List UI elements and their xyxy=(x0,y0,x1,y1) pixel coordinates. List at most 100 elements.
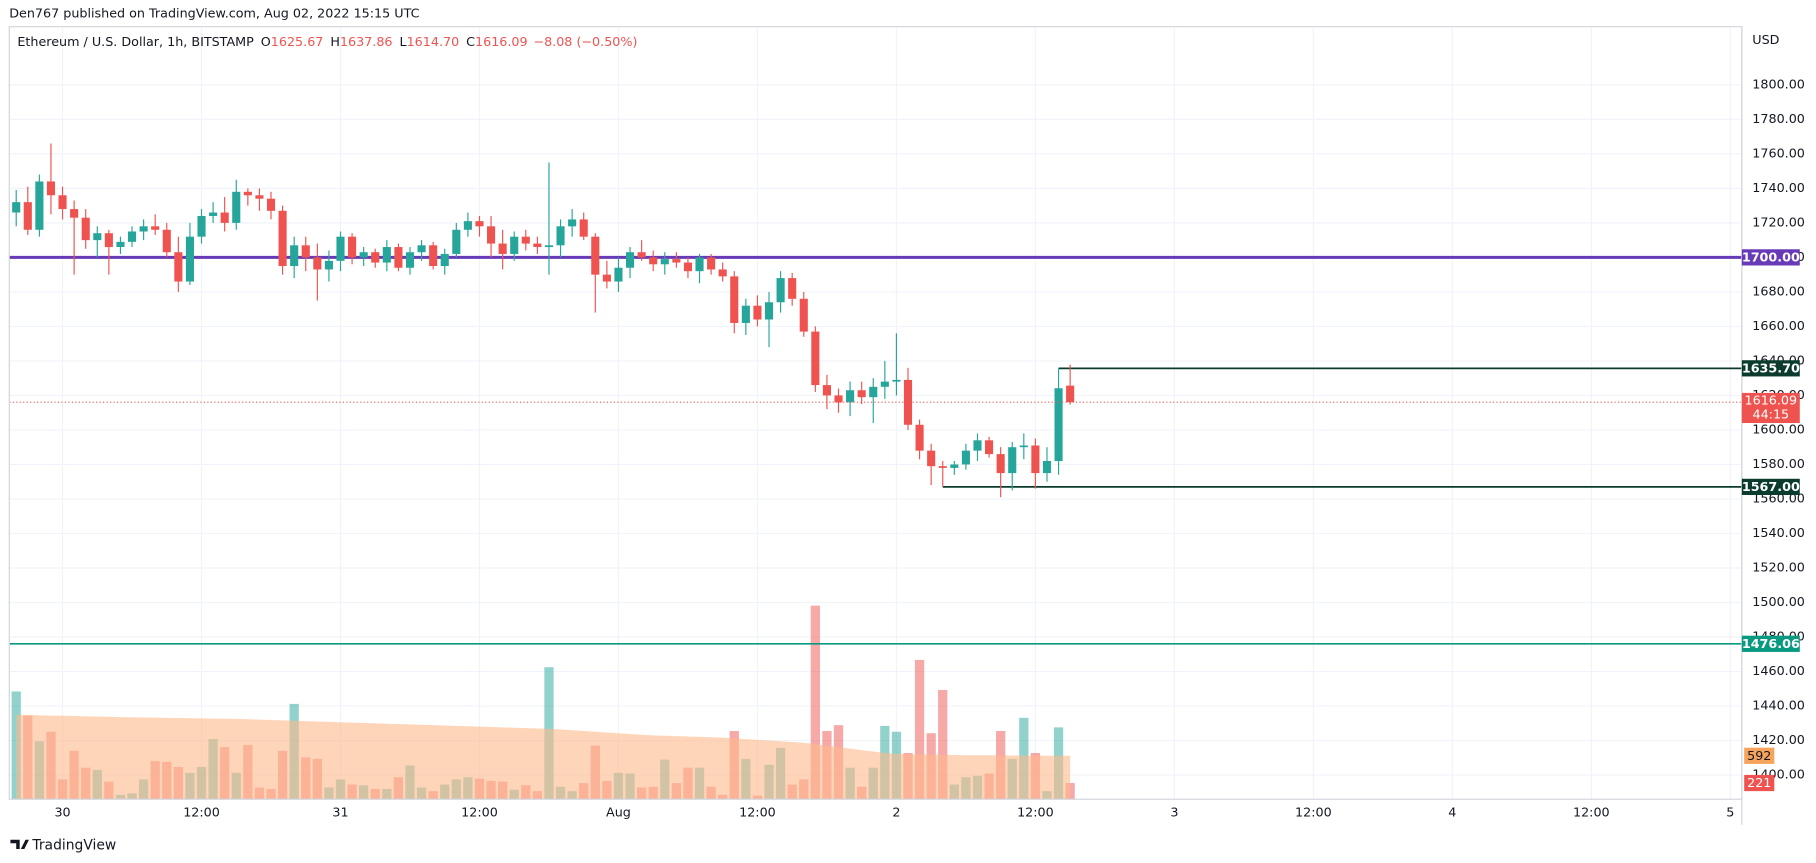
candle-body xyxy=(266,198,276,211)
legend-value: 1614.70 xyxy=(407,34,460,49)
candle-body xyxy=(127,231,137,242)
candle-body xyxy=(1066,385,1075,403)
candle-body xyxy=(290,245,299,267)
candle-body xyxy=(23,202,32,230)
candle-body xyxy=(1042,461,1052,474)
candle-body xyxy=(660,259,669,265)
candle-body xyxy=(348,236,357,258)
x-tick-label: 12:00 xyxy=(1017,806,1054,821)
candle-body xyxy=(857,390,866,398)
candle-body xyxy=(243,191,252,196)
level-label-box xyxy=(1741,478,1800,495)
candle-body xyxy=(70,209,79,218)
logo: TradingView xyxy=(10,838,116,854)
x-tick-label: 3 xyxy=(1170,806,1178,821)
candle-body xyxy=(93,233,102,241)
candle-body xyxy=(116,241,125,248)
candle-body xyxy=(602,274,611,282)
candle-body xyxy=(985,440,994,455)
candle-body xyxy=(104,233,113,248)
x-tick-label: 12:00 xyxy=(739,806,776,821)
volume-bar xyxy=(914,659,925,800)
y-tick-label: 1580.00 xyxy=(1752,457,1805,472)
y-tick-label: 1740.00 xyxy=(1752,181,1805,196)
candle-body xyxy=(463,221,472,230)
level-label-box xyxy=(1741,635,1800,652)
brand: TradingView xyxy=(31,838,116,854)
candle-body xyxy=(741,305,750,323)
candle-body xyxy=(487,226,496,244)
level-label: 1635.70 xyxy=(1742,361,1800,376)
legend-change: −8.08 (−0.50%) xyxy=(533,34,637,49)
x-tick-label: 31 xyxy=(332,806,348,821)
legend-title: Ethereum / U.S. Dollar, 1h, BITSTAMP xyxy=(17,34,254,49)
x-tick-label: 12:00 xyxy=(1295,806,1332,821)
publisher: Den767 published on TradingView.com, Aug… xyxy=(9,6,419,21)
candle-body xyxy=(1031,445,1040,474)
candle-body xyxy=(811,331,820,386)
candle-body xyxy=(672,259,681,263)
candle-body xyxy=(58,195,67,210)
volume-ma-label: 592 xyxy=(1747,749,1771,764)
legend: Ethereum / U.S. Dollar, 1h, BITSTAMP O162… xyxy=(17,34,637,49)
x-tick-label: Aug xyxy=(606,806,631,821)
volume-bar xyxy=(810,605,820,800)
x-tick-label: 4 xyxy=(1448,806,1456,821)
candle-body xyxy=(313,257,322,270)
candle-body xyxy=(278,210,287,267)
candle-body xyxy=(961,450,970,465)
x-tick-label: 30 xyxy=(54,806,70,821)
candle-body xyxy=(394,247,403,268)
candle-body xyxy=(452,229,461,254)
candle-body xyxy=(220,212,229,223)
y-tick-label: 1760.00 xyxy=(1752,146,1805,161)
candle-body xyxy=(1019,445,1028,448)
legend-key: L xyxy=(399,34,407,49)
level-label: 1700.00 xyxy=(1742,250,1800,265)
candle-body xyxy=(753,305,762,320)
candle-body xyxy=(591,236,600,275)
y-tick-label: 1420.00 xyxy=(1752,733,1805,748)
candle-body xyxy=(625,252,635,268)
candle-body xyxy=(1054,388,1063,462)
legend-value: 1637.86 xyxy=(340,34,393,49)
candle-body xyxy=(579,219,588,237)
candle-body xyxy=(614,267,623,282)
y-tick-label: 1460.00 xyxy=(1752,664,1805,679)
candle-body xyxy=(846,390,855,403)
candle-body xyxy=(185,236,194,282)
level-label-box xyxy=(1741,249,1800,266)
candle-body xyxy=(417,245,426,253)
candle-body xyxy=(892,379,901,382)
x-tick-label: 2 xyxy=(892,806,900,821)
candle-body xyxy=(764,302,774,320)
plot xyxy=(9,143,1742,800)
candle-body xyxy=(776,278,785,303)
candle-body xyxy=(683,262,693,272)
x-tick-label: 12:00 xyxy=(1573,806,1610,821)
candle-body xyxy=(788,278,797,299)
candle-body xyxy=(209,212,218,216)
last-price-box xyxy=(1741,392,1800,424)
candle-body xyxy=(903,379,913,425)
volume-box xyxy=(1744,774,1775,792)
legend-key: H xyxy=(330,34,340,49)
candle-body xyxy=(336,236,345,261)
legend-value: 1616.09 xyxy=(475,34,528,49)
candle-body xyxy=(649,257,658,265)
candle-body xyxy=(834,395,843,403)
candle-body xyxy=(174,252,183,282)
legend-key: C xyxy=(466,34,475,49)
last-price-label: 1616.09 xyxy=(1745,394,1798,409)
candle-body xyxy=(996,454,1005,474)
candle-body xyxy=(695,257,704,272)
x-tick-label: 5 xyxy=(1726,806,1734,821)
volume-ma-box xyxy=(1744,747,1775,764)
logo-mark xyxy=(10,839,29,850)
candle-body xyxy=(35,181,44,230)
candle-body xyxy=(869,386,878,398)
volume-bar xyxy=(938,689,948,800)
volume-label: 221 xyxy=(1747,776,1771,791)
